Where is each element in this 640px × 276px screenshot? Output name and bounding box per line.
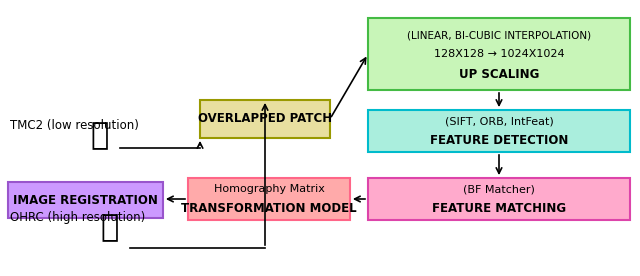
FancyBboxPatch shape xyxy=(200,100,330,138)
Text: IMAGE REGISTRATION: IMAGE REGISTRATION xyxy=(13,193,158,206)
FancyBboxPatch shape xyxy=(188,178,350,220)
Text: FEATURE DETECTION: FEATURE DETECTION xyxy=(430,134,568,147)
FancyBboxPatch shape xyxy=(8,182,163,218)
Text: (LINEAR, BI-CUBIC INTERPOLATION): (LINEAR, BI-CUBIC INTERPOLATION) xyxy=(407,31,591,41)
FancyBboxPatch shape xyxy=(368,110,630,152)
Text: UP SCALING: UP SCALING xyxy=(459,68,539,81)
Text: 🛰: 🛰 xyxy=(91,121,109,150)
Text: (BF Matcher): (BF Matcher) xyxy=(463,184,535,194)
Text: 🛰: 🛰 xyxy=(101,214,119,243)
Text: TRANSFORMATION MODEL: TRANSFORMATION MODEL xyxy=(181,203,357,216)
Text: Homography Matrix: Homography Matrix xyxy=(214,184,324,194)
Text: FEATURE MATCHING: FEATURE MATCHING xyxy=(432,203,566,216)
FancyBboxPatch shape xyxy=(368,178,630,220)
Text: (SIFT, ORB, IntFeat): (SIFT, ORB, IntFeat) xyxy=(445,116,554,126)
FancyBboxPatch shape xyxy=(368,18,630,90)
Text: 128X128 → 1024X1024: 128X128 → 1024X1024 xyxy=(434,49,564,59)
Text: TMC2 (low resolution): TMC2 (low resolution) xyxy=(10,120,139,132)
Text: OHRC (high resolution): OHRC (high resolution) xyxy=(10,211,145,224)
Text: OVERLAPPED PATCH: OVERLAPPED PATCH xyxy=(198,113,332,126)
